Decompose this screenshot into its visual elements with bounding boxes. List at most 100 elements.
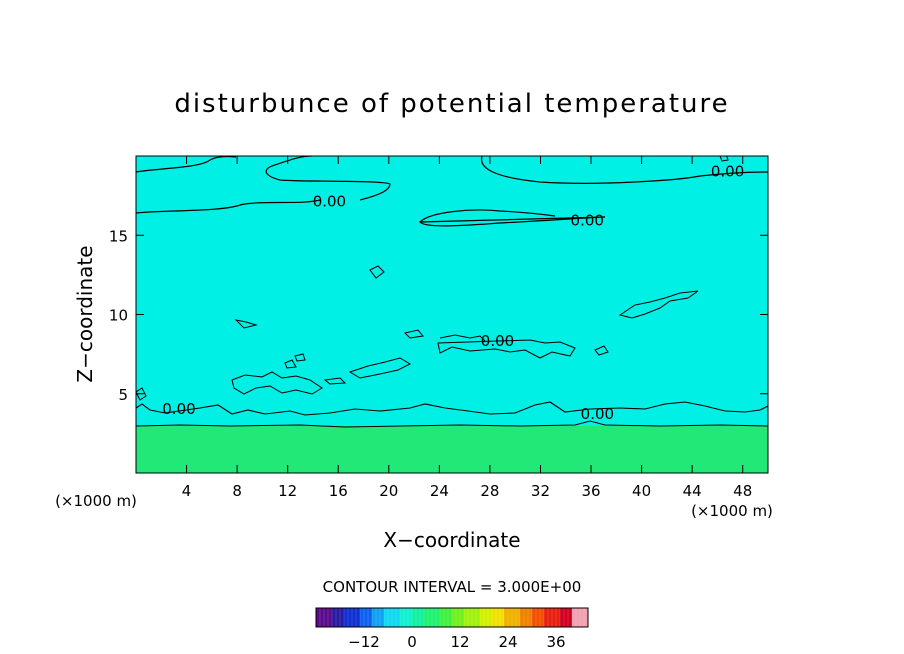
colorbar-swatch bbox=[568, 608, 573, 627]
colorbar-swatch bbox=[508, 608, 513, 627]
x-tick-label: 4 bbox=[182, 482, 192, 500]
colorbar-swatch bbox=[540, 608, 545, 627]
colorbar-swatch bbox=[580, 608, 585, 627]
contour-line-boundary bbox=[136, 420, 768, 428]
colorbar-tick-label: 36 bbox=[546, 633, 565, 651]
colorbar-swatch bbox=[576, 608, 581, 627]
colorbar-swatch bbox=[400, 608, 405, 627]
colorbar-swatch bbox=[328, 608, 333, 627]
contour-line-upper bbox=[136, 156, 391, 214]
x-tick-label: 8 bbox=[232, 482, 242, 500]
colorbar-swatch bbox=[340, 608, 345, 627]
x-tick-label: 12 bbox=[278, 482, 297, 500]
colorbar-swatch bbox=[452, 608, 457, 627]
colorbar-swatch bbox=[336, 608, 341, 627]
x-tick-label: 44 bbox=[683, 482, 702, 500]
colorbar-swatch bbox=[556, 608, 561, 627]
colorbar-swatch bbox=[420, 608, 425, 627]
colorbar-swatch bbox=[376, 608, 381, 627]
y-tick-label: 10 bbox=[109, 307, 128, 325]
colorbar-swatch bbox=[488, 608, 493, 627]
colorbar-swatch bbox=[464, 608, 469, 627]
colorbar-swatch bbox=[472, 608, 477, 627]
contour-blob-mid bbox=[418, 209, 606, 227]
colorbar-swatch bbox=[468, 608, 473, 627]
colorbar-swatch bbox=[440, 608, 445, 627]
colorbar-swatch bbox=[532, 608, 537, 627]
contour-label: 0.00 bbox=[581, 405, 614, 423]
colorbar-swatch bbox=[572, 608, 577, 627]
field-upper-region bbox=[136, 156, 768, 426]
colorbar-swatch bbox=[512, 608, 517, 627]
x-tick-label: 24 bbox=[430, 482, 449, 500]
y-axis-label: Z−coordinate bbox=[73, 245, 97, 382]
x-unit-right: (×1000 m) bbox=[691, 502, 773, 520]
x-tick-label: 48 bbox=[733, 482, 752, 500]
colorbar-swatch bbox=[496, 608, 501, 627]
colorbar-tick-labels: −12 0 12 24 36 bbox=[348, 633, 565, 651]
contour-interval-text: CONTOUR INTERVAL = 3.000E+00 bbox=[323, 578, 582, 596]
colorbar-swatch bbox=[484, 608, 489, 627]
contour-label: 0.00 bbox=[162, 400, 195, 418]
y-tick-label: 5 bbox=[118, 386, 128, 404]
colorbar-swatch bbox=[408, 608, 413, 627]
x-axis-ticks: 4 8 12 16 20 24 28 32 36 40 44 48 bbox=[182, 156, 752, 500]
colorbar-swatch bbox=[480, 608, 485, 627]
colorbar-tick-label: −12 bbox=[348, 633, 380, 651]
plot-area bbox=[136, 156, 768, 473]
colorbar-swatch bbox=[448, 608, 453, 627]
field-lower-region bbox=[136, 426, 768, 473]
colorbar-swatch bbox=[476, 608, 481, 627]
colorbar-swatch bbox=[548, 608, 553, 627]
x-tick-label: 40 bbox=[632, 482, 651, 500]
colorbar-swatch bbox=[460, 608, 465, 627]
colorbar-swatch bbox=[392, 608, 397, 627]
y-tick-label: 15 bbox=[109, 227, 128, 245]
contour-islands bbox=[136, 156, 729, 401]
colorbar-swatch bbox=[372, 608, 377, 627]
colorbar-swatch bbox=[444, 608, 449, 627]
contour-region-left bbox=[231, 357, 412, 395]
colorbar-swatch bbox=[368, 608, 373, 627]
colorbar-swatch bbox=[380, 608, 385, 627]
x-tick-label: 32 bbox=[531, 482, 550, 500]
colorbar-swatch bbox=[416, 608, 421, 627]
colorbar-swatch bbox=[424, 608, 429, 627]
contour-label: 0.00 bbox=[571, 211, 604, 229]
contour-label: 0.00 bbox=[313, 192, 346, 210]
colorbar-tick-label: 0 bbox=[407, 633, 417, 651]
contour-line-lower bbox=[136, 401, 768, 416]
colorbar-swatch bbox=[404, 608, 409, 627]
colorbar-tick-label: 12 bbox=[450, 633, 469, 651]
colorbar-swatch bbox=[344, 608, 349, 627]
colorbar-swatch bbox=[384, 608, 389, 627]
colorbar-swatch bbox=[544, 608, 549, 627]
contour-line-top-left bbox=[136, 156, 237, 173]
colorbar-swatch bbox=[564, 608, 569, 627]
colorbar-swatch bbox=[432, 608, 437, 627]
colorbar-swatch bbox=[428, 608, 433, 627]
colorbar-swatch bbox=[316, 608, 321, 627]
contour-label: 0.00 bbox=[481, 332, 514, 350]
colorbar-swatch bbox=[520, 608, 525, 627]
colorbar-frame bbox=[315, 607, 589, 628]
contour-labels: 0.00 0.00 0.00 0.00 0.00 0.00 bbox=[162, 162, 744, 423]
colorbar-swatch bbox=[536, 608, 541, 627]
colorbar-swatch bbox=[388, 608, 393, 627]
colorbar bbox=[315, 608, 589, 627]
colorbar-swatch bbox=[552, 608, 557, 627]
x-tick-label: 36 bbox=[581, 482, 600, 500]
colorbar-swatch bbox=[492, 608, 497, 627]
contour-region-middle bbox=[437, 334, 576, 359]
x-tick-label: 16 bbox=[329, 482, 348, 500]
colorbar-swatch bbox=[456, 608, 461, 627]
colorbar-swatch bbox=[436, 608, 441, 627]
contour-line-upper-right bbox=[481, 156, 768, 184]
colorbar-swatch bbox=[516, 608, 521, 627]
colorbar-swatch bbox=[356, 608, 361, 627]
x-tick-label: 20 bbox=[379, 482, 398, 500]
colorbar-swatch bbox=[528, 608, 533, 627]
x-tick-label: 28 bbox=[480, 482, 499, 500]
y-axis-ticks: 5 10 15 bbox=[109, 227, 768, 404]
